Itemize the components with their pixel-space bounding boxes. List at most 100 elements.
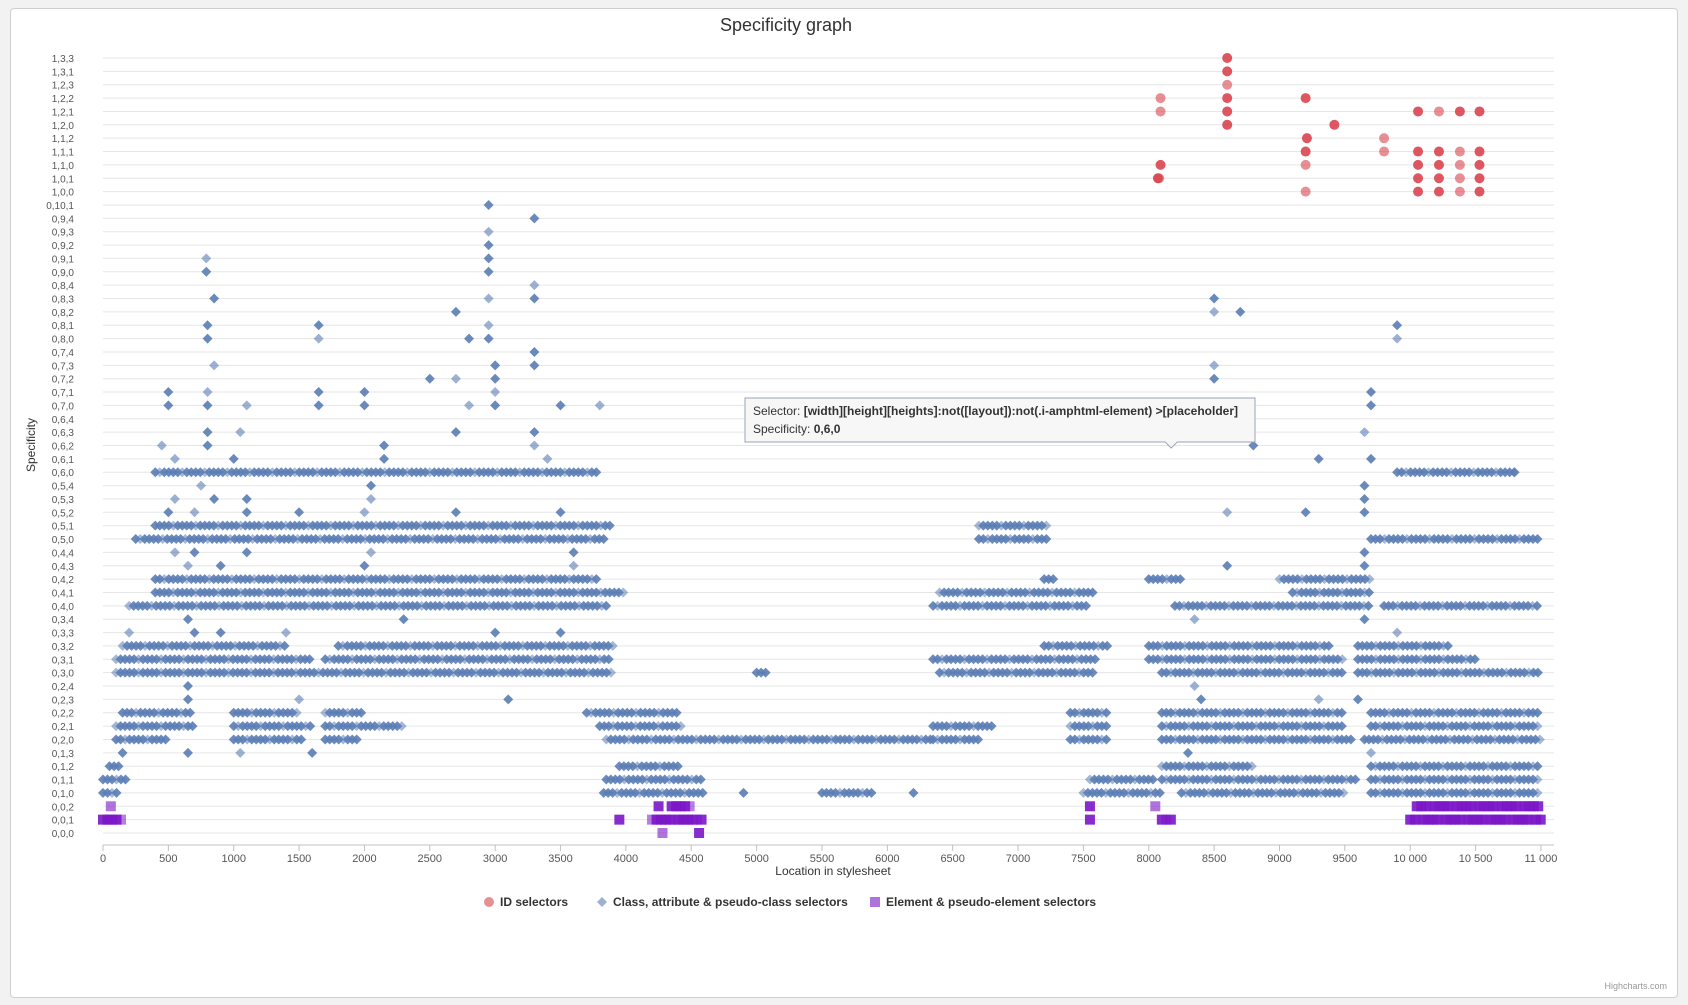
data-point (1474, 146, 1485, 157)
x-tick-label: 3000 (483, 853, 507, 865)
data-point (189, 507, 200, 518)
data-point (1433, 106, 1444, 117)
data-point (379, 453, 390, 464)
data-point (1300, 146, 1311, 157)
data-point (1359, 507, 1370, 518)
y-tick-label: 0,3,0 (52, 669, 75, 680)
y-tick-label: 0,4,3 (52, 562, 75, 573)
y-tick-label: 0,4,2 (52, 575, 75, 586)
data-point (202, 400, 213, 411)
data-point (1337, 654, 1348, 665)
data-point (1442, 640, 1453, 651)
tooltip-specificity-label: Specificity: (753, 422, 814, 436)
data-point (1535, 814, 1546, 825)
data-point (1433, 173, 1444, 184)
data-point (1433, 159, 1444, 170)
legend-marker-1 (597, 897, 607, 907)
y-tick-label: 0,3,1 (52, 655, 75, 666)
data-point (1235, 306, 1246, 317)
data-point (1345, 734, 1356, 745)
data-point (1087, 587, 1098, 598)
x-tick-label: 11 000 (1525, 853, 1558, 865)
data-point (568, 547, 579, 558)
data-point (359, 560, 370, 571)
credits-link[interactable]: Highcharts.com (1604, 981, 1667, 991)
data-point (1392, 627, 1403, 638)
data-point (1313, 694, 1324, 705)
y-tick-label: 0,7,4 (52, 348, 75, 359)
data-point (1154, 787, 1165, 798)
x-tick-label: 4000 (614, 853, 638, 865)
y-tick-label: 0,5,3 (52, 495, 75, 506)
data-point (182, 681, 193, 692)
data-point (351, 734, 362, 745)
legend-item-label[interactable]: ID selectors (500, 895, 568, 909)
data-point (1454, 159, 1465, 170)
data-point (1101, 734, 1112, 745)
y-tick-label: 1,3,3 (52, 54, 75, 65)
data-point (294, 507, 305, 518)
x-tick-label: 5500 (810, 853, 834, 865)
data-point (241, 493, 252, 504)
data-point (1533, 801, 1544, 812)
y-tick-label: 0,8,4 (52, 281, 75, 292)
data-point (1041, 520, 1052, 531)
data-point (1323, 640, 1334, 651)
data-point (1338, 787, 1349, 798)
data-point (105, 801, 116, 812)
x-tick-label: 500 (159, 853, 177, 865)
x-tick-label: 7500 (1071, 853, 1095, 865)
data-point (209, 360, 220, 371)
data-point (555, 627, 566, 638)
y-tick-label: 0,8,1 (52, 321, 75, 332)
data-point (169, 453, 180, 464)
x-tick-label: 6500 (940, 853, 964, 865)
data-point (1392, 333, 1403, 344)
data-point (1532, 721, 1543, 732)
y-tick-label: 1,2,2 (52, 94, 75, 105)
data-point (973, 734, 984, 745)
data-point (760, 667, 771, 678)
data-point (359, 400, 370, 411)
data-point (1175, 574, 1186, 585)
data-point (313, 387, 324, 398)
data-point (156, 440, 167, 451)
data-point (182, 694, 193, 705)
data-point (294, 694, 305, 705)
data-point (1433, 146, 1444, 157)
data-point (483, 240, 494, 251)
data-point (483, 266, 494, 277)
data-point (483, 199, 494, 210)
y-tick-label: 0,1,2 (52, 762, 75, 773)
chart-container: Specificity graph 0,0,0 0,0,1 0,0,2 0,1,0 0,… (10, 8, 1678, 998)
y-tick-label: 0,8,3 (52, 295, 75, 306)
data-point (185, 707, 196, 718)
data-point (215, 560, 226, 571)
specificity-chart: Specificity graph 0,0,00,0,10,0,20,1,00,… (24, 15, 1667, 991)
y-tick-label: 0,7,1 (52, 388, 75, 399)
y-tick-label: 1,0,0 (52, 188, 75, 199)
y-tick-label: 0,8,2 (52, 308, 75, 319)
data-point (483, 320, 494, 331)
legend-item-label[interactable]: Element & pseudo-element selectors (886, 895, 1096, 909)
data-point (866, 787, 877, 798)
data-point (169, 547, 180, 558)
data-point (694, 828, 705, 838)
data-point (1413, 159, 1424, 170)
y-tick-label: 0,5,4 (52, 482, 75, 493)
y-tick-label: 0,2,1 (52, 722, 75, 733)
data-point (542, 453, 553, 464)
data-point (1363, 600, 1374, 611)
data-points (98, 53, 1546, 838)
data-point (1474, 159, 1485, 170)
y-tick-label: 0,10,1 (46, 201, 74, 212)
data-point (529, 427, 540, 438)
data-point (163, 400, 174, 411)
data-point (529, 293, 540, 304)
tooltip-selector-value: [width][height][heights]:not([layout]):n… (804, 404, 1238, 418)
data-point (117, 747, 128, 758)
data-point (241, 507, 252, 518)
legend-item-label[interactable]: Class, attribute & pseudo-class selector… (613, 895, 848, 909)
data-point (529, 280, 540, 291)
data-point (1365, 453, 1376, 464)
